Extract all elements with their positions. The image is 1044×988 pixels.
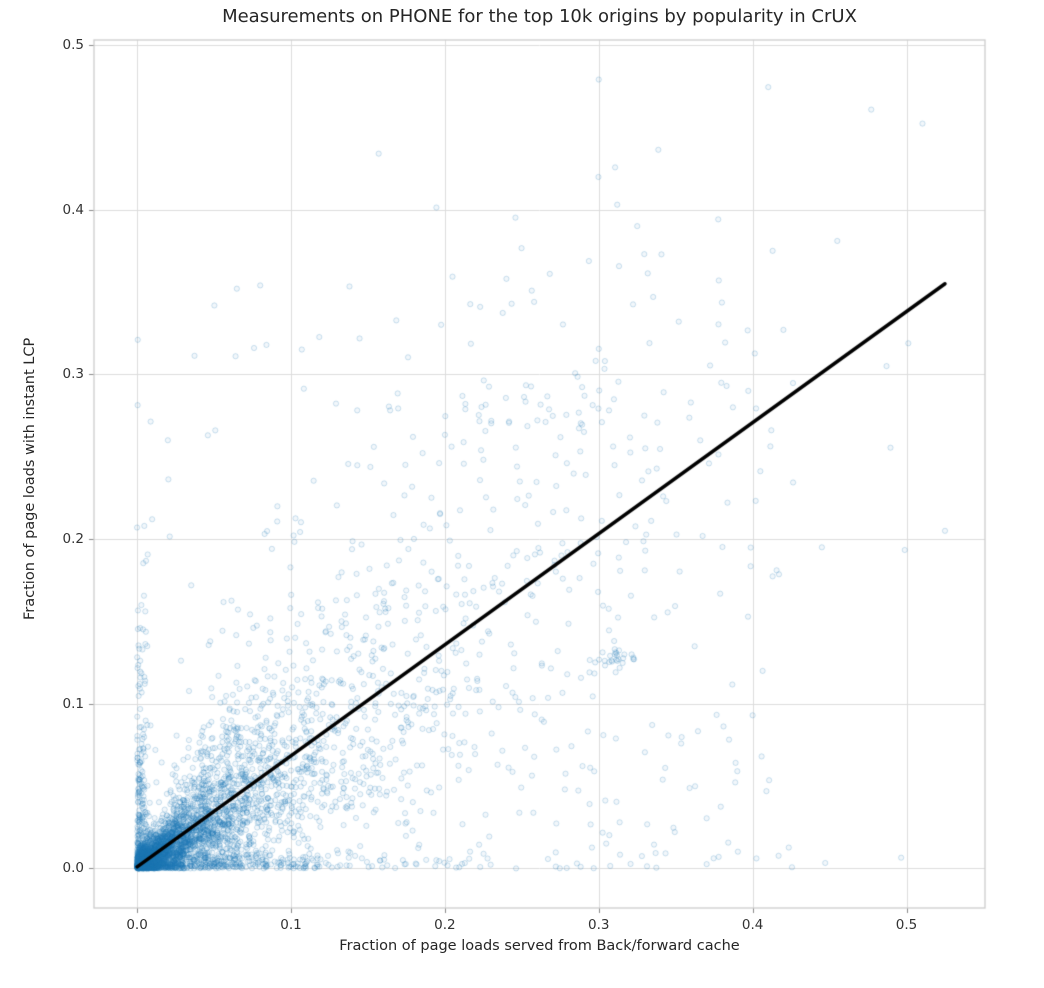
x-tick-label: 0.1 [280, 917, 302, 933]
x-axis-label: Fraction of page loads served from Back/… [339, 938, 740, 954]
y-tick-label: 0.2 [62, 531, 84, 548]
y-tick-label: 0.3 [62, 366, 84, 383]
x-tick-label: 0.3 [587, 917, 610, 933]
y-axis-label: Fraction of page loads with instant LCP [22, 337, 38, 620]
x-tick-label: 0.4 [741, 917, 764, 933]
x-tick-label: 0.2 [434, 917, 456, 933]
y-tick-label: 0.1 [62, 695, 84, 712]
x-tick-label: 0.5 [895, 917, 918, 933]
chart-title: Measurements on PHONE for the top 10k or… [222, 6, 857, 27]
y-tick-label: 0.5 [62, 36, 84, 53]
y-tick-label: 0.4 [62, 201, 84, 218]
y-tick-label: 0.0 [62, 860, 84, 877]
x-tick-label: 0.0 [126, 917, 148, 933]
